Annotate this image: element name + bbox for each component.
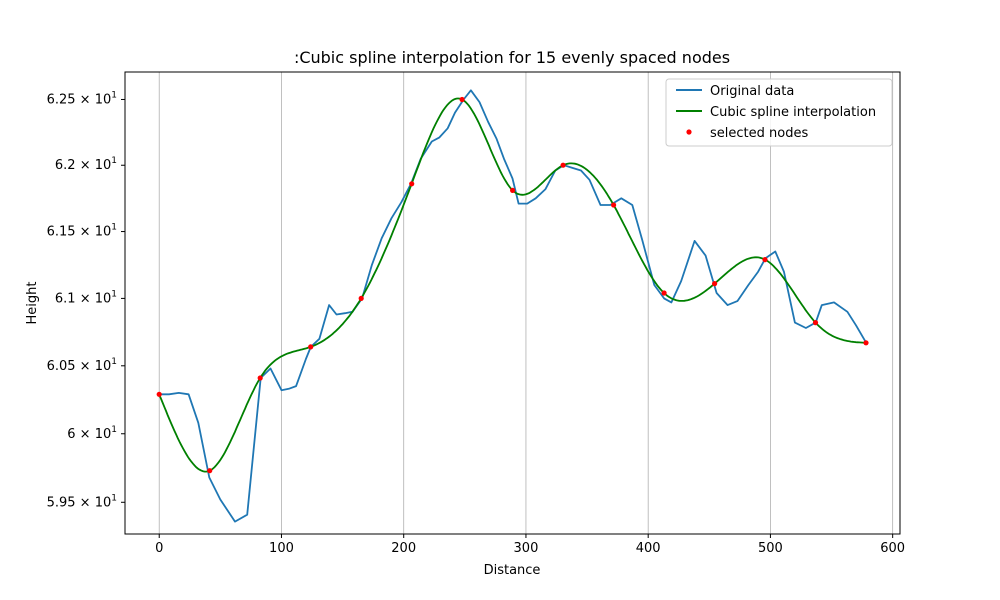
selected-node-point — [459, 96, 465, 103]
x-ticks: 0 100 200 300 400 500 600 — [155, 534, 905, 556]
selected-node-point — [409, 181, 415, 187]
selected-node-point — [611, 202, 617, 208]
x-tick-label: 300 — [514, 541, 539, 556]
selected-node-point — [156, 391, 162, 397]
x-tick-label: 400 — [636, 541, 661, 556]
selected-node-point — [308, 344, 314, 350]
x-tick-label: 200 — [391, 541, 416, 556]
x-tick-label: 600 — [880, 541, 905, 556]
plot-area — [125, 72, 900, 534]
y-tick-label: 6.2 × 101 — [55, 156, 117, 173]
y-tick-label: 6.05 × 101 — [47, 357, 117, 374]
legend-spline-label: Cubic spline interpolation — [710, 105, 876, 120]
axes-frame — [124, 71, 901, 535]
series-layer — [156, 89, 869, 523]
selected-node-point — [207, 468, 213, 474]
selected-node-point — [863, 340, 869, 346]
chart-title: :Cubic spline interpolation for 15 evenl… — [294, 48, 730, 67]
selected-node-point — [257, 375, 263, 381]
legend-nodes-label: selected nodes — [710, 126, 808, 141]
y-axis-label: Height — [25, 282, 40, 325]
legend-original-label: Original data — [710, 84, 794, 99]
selected-node-point — [358, 295, 364, 301]
selected-node-point — [812, 320, 819, 326]
legend: Original data Cubic spline interpolation… — [665, 78, 893, 147]
selected-node-point — [509, 187, 516, 193]
y-tick-label: 6.25 × 101 — [47, 90, 117, 107]
y-ticks: 5.95 × 101 6 × 101 6.05 × 101 6.1 × 101 6.15… — [47, 90, 125, 510]
y-tick-label: 6.15 × 101 — [47, 223, 117, 240]
selected-node-point — [712, 281, 718, 287]
x-tick-label: 0 — [155, 541, 163, 556]
y-tick-label: 5.95 × 101 — [47, 493, 117, 510]
grid — [158, 72, 894, 534]
selected-node-point — [661, 290, 667, 296]
x-axis-label: Distance — [484, 563, 541, 578]
x-tick-label: 500 — [758, 541, 783, 556]
x-tick-label: 100 — [269, 541, 294, 556]
y-tick-label: 6 × 101 — [67, 425, 117, 442]
selected-node-point — [762, 257, 768, 263]
legend-nodes-swatch — [686, 129, 692, 135]
legend-box — [665, 78, 893, 147]
selected-node-point — [560, 162, 566, 168]
y-tick-label: 6.1 × 101 — [55, 289, 117, 306]
series-original-data-line — [159, 89, 868, 523]
